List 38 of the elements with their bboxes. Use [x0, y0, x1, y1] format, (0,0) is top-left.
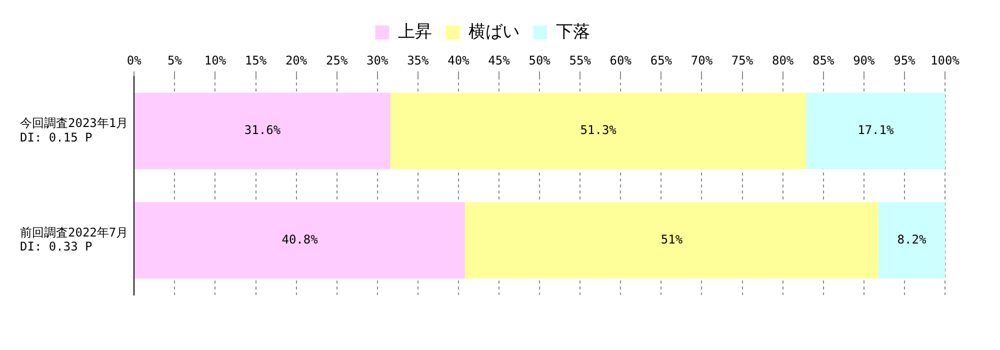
bar [806, 92, 945, 170]
x-tick-label: 20% [285, 53, 308, 68]
text: 31.6% [244, 123, 281, 138]
x-tick-label: 0% [126, 53, 142, 68]
x-tick-label: 75% [731, 53, 754, 68]
x-tick-label: 5% [167, 53, 183, 68]
x-tick-label: 15% [244, 53, 268, 68]
text: 51.3% [580, 123, 616, 138]
x-tick-label: 25% [326, 53, 348, 68]
x-tick-label: 80% [772, 53, 794, 68]
text: 51% [660, 232, 683, 246]
text: 40.8% [282, 232, 318, 246]
x-tick-label: 60% [610, 53, 632, 68]
y-tick-label: 今回調査2023年1月 DI: 0.15 P [20, 116, 128, 144]
x-tick-label: 35% [407, 53, 430, 68]
x-tick-label: 90% [853, 53, 876, 68]
legend-label: 横ばい [468, 22, 520, 42]
x-tick-label: 100% [930, 53, 960, 68]
x-tick-label: 30% [366, 53, 389, 68]
text: 17.1% [858, 123, 894, 138]
x-tick-label: 50% [528, 53, 552, 68]
x-tick-label: 55% [569, 53, 592, 68]
x-tick-label: 65% [650, 53, 673, 68]
bar [878, 202, 945, 279]
legend-label: 下落 [556, 22, 590, 42]
x-tick-label: 45% [488, 53, 511, 68]
legend-label: 上昇 [398, 22, 432, 42]
bar [134, 202, 465, 279]
bar [464, 202, 879, 279]
x-tick-label: 85% [812, 53, 835, 68]
bar [390, 92, 806, 170]
y-tick-label: 前回調査2022年7月 DI: 0.33 P [20, 225, 128, 254]
text: 8.2% [897, 232, 926, 246]
x-tick-label: 10% [204, 53, 227, 68]
x-tick-label: 70% [690, 53, 714, 68]
x-tick-label: 40% [448, 53, 470, 68]
x-tick-label: 95% [894, 53, 916, 68]
bar [134, 92, 390, 170]
